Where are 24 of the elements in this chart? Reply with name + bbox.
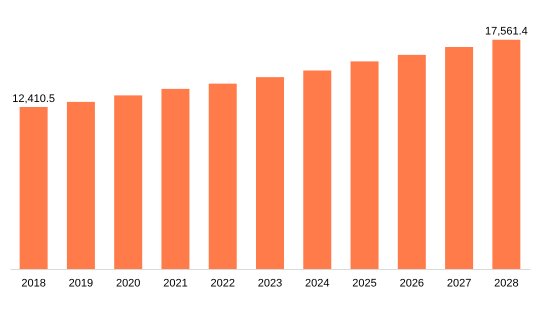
bar: [161, 88, 190, 269]
x-tick-label: 2019: [68, 278, 94, 290]
x-tick-label: 2028: [494, 278, 519, 290]
data-label: 17,561.4: [484, 26, 528, 38]
x-tick-label: 2026: [400, 278, 424, 290]
x-tick-label: 2021: [163, 278, 188, 290]
bar: [303, 70, 332, 269]
x-tick-label: 2023: [258, 278, 282, 290]
data-label: 12,410.5: [12, 92, 56, 105]
x-tick-label: 2025: [352, 278, 377, 290]
x-tick-label: 2024: [305, 278, 330, 290]
bar: [114, 95, 142, 269]
bar: [492, 40, 520, 269]
bar: [256, 77, 284, 269]
bar: [398, 54, 426, 269]
x-tick-label: 2018: [21, 278, 46, 290]
x-tick-label: 2022: [210, 278, 235, 290]
bar: [350, 61, 379, 269]
bar: [445, 47, 474, 269]
bar: [208, 84, 237, 269]
x-tick-label: 2020: [116, 278, 140, 290]
x-tick-label: 2027: [446, 278, 472, 290]
bar: [66, 102, 95, 269]
bar: [20, 106, 48, 269]
